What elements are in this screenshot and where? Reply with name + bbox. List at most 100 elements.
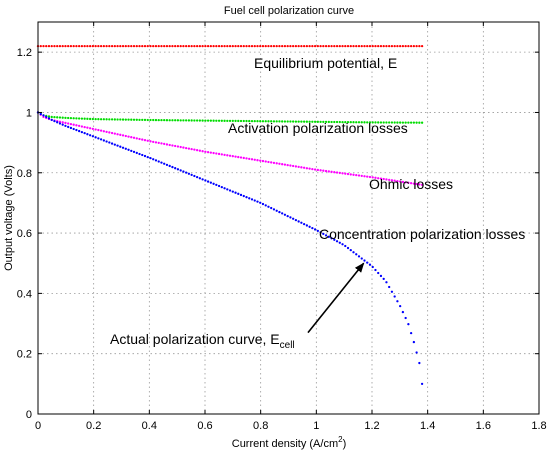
series-activation-point	[185, 119, 188, 122]
series-equilibrium-point	[204, 44, 207, 48]
series-equilibrium-point	[47, 44, 51, 48]
series-ohmic-point	[245, 157, 248, 160]
series-ohmic-point	[324, 169, 328, 173]
series-actual-point	[212, 182, 215, 185]
series-ohmic-point	[88, 127, 92, 130]
series-activation-point	[239, 119, 243, 123]
series-ohmic-point	[261, 159, 265, 163]
series-actual-point	[226, 188, 229, 191]
series-equilibrium-point	[313, 44, 317, 48]
x-axis-label-end: )	[343, 438, 347, 450]
series-actual-point	[198, 177, 202, 180]
series-ohmic-point	[341, 172, 344, 175]
series-equilibrium-point	[209, 44, 212, 48]
series-activation-point	[67, 116, 70, 120]
series-actual-point	[407, 323, 410, 326]
series-equilibrium-point	[143, 44, 147, 48]
series-activation-point	[69, 116, 73, 120]
y-tick-label: 0.8	[17, 168, 32, 180]
series-actual-point	[363, 259, 366, 262]
series-equilibrium-point	[388, 44, 391, 48]
series-ohmic-point	[116, 133, 119, 136]
series-equilibrium-point	[412, 44, 416, 48]
series-actual-point	[388, 285, 391, 289]
series-ohmic-point	[80, 125, 84, 128]
series-ohmic-point	[121, 134, 125, 137]
series-equilibrium-point	[83, 44, 86, 48]
series-ohmic-point	[223, 153, 226, 156]
axis-ticks	[37, 22, 540, 415]
series-ohmic-point	[163, 142, 166, 146]
series-ohmic-point	[275, 162, 278, 165]
series-activation-point	[407, 121, 410, 124]
series-equilibrium-point	[226, 44, 229, 48]
series-equilibrium-point	[116, 44, 119, 48]
series-activation-point	[346, 121, 350, 124]
x-tick-label: 1.2	[364, 420, 379, 432]
series-ohmic-point	[146, 139, 149, 142]
series-activation-point	[168, 119, 171, 122]
y-tick-label: 0.4	[17, 288, 32, 300]
series-activation-point	[379, 121, 383, 124]
series-activation-point	[226, 119, 229, 122]
series-actual-point	[223, 187, 226, 190]
series-actual-point	[352, 251, 355, 254]
series-equilibrium-point	[289, 44, 292, 48]
series-activation-point	[215, 119, 218, 122]
series-actual-point	[338, 241, 341, 244]
series-actual-point	[355, 253, 358, 256]
series-equilibrium-point	[324, 44, 328, 48]
series-activation-point	[305, 120, 309, 123]
series-actual-point	[176, 168, 180, 171]
series-ohmic-point	[401, 180, 405, 184]
series-activation-point	[130, 118, 133, 121]
x-tick-label: 1.4	[420, 420, 435, 432]
series-actual-point	[69, 126, 73, 130]
series-ohmic-point	[407, 181, 410, 184]
series-actual-point	[220, 185, 223, 189]
series-activation-point	[127, 118, 130, 121]
series-ohmic-point	[61, 121, 64, 124]
series-equilibrium-point	[165, 44, 169, 48]
series-actual-point	[116, 144, 119, 147]
series-equilibrium-point	[407, 44, 410, 48]
series-actual-point	[168, 164, 171, 168]
series-actual-point	[119, 145, 122, 148]
series-equilibrium-point	[300, 44, 303, 48]
series-ohmic-point	[239, 156, 243, 159]
series-activation-point	[58, 116, 62, 119]
series-equilibrium-point	[72, 44, 75, 48]
annotation-arrow	[307, 262, 365, 334]
x-tick-label: 0.8	[253, 420, 268, 432]
series-ohmic-point	[58, 120, 62, 123]
series-equilibrium-point	[223, 44, 226, 48]
series-equilibrium-point	[319, 44, 322, 48]
series-actual-point	[393, 295, 396, 298]
series-actual-point	[404, 316, 407, 320]
series-actual-point	[333, 238, 336, 241]
series-equilibrium-point	[105, 44, 108, 48]
series-equilibrium-point	[415, 44, 418, 48]
x-tick-label: 0.4	[142, 420, 157, 432]
series-ohmic-point	[363, 175, 366, 178]
series-activation-point	[308, 120, 311, 123]
series-equilibrium-point	[409, 44, 413, 48]
series-ohmic-point	[319, 169, 322, 172]
series-actual-point	[143, 154, 147, 158]
series-activation-point	[390, 121, 394, 124]
series-activation-point	[363, 121, 366, 124]
series-equilibrium-point	[253, 44, 256, 48]
series-activation-point	[223, 119, 226, 122]
series-equilibrium-point	[294, 44, 298, 48]
series-actual-point	[185, 171, 188, 174]
series-activation-point	[242, 119, 245, 123]
series-ohmic-point	[206, 151, 210, 154]
series-actual-point	[171, 165, 174, 169]
y-tick-labels: 0 0.2 0.4 0.6 0.8 1 1.2	[17, 47, 32, 421]
series-activation-point	[75, 117, 78, 120]
series-equilibrium-point	[316, 44, 319, 48]
series-ohmic-point	[168, 143, 171, 147]
series-equilibrium-point	[292, 44, 295, 48]
series-equilibrium-point	[344, 44, 347, 48]
series-equilibrium-point	[248, 44, 251, 48]
